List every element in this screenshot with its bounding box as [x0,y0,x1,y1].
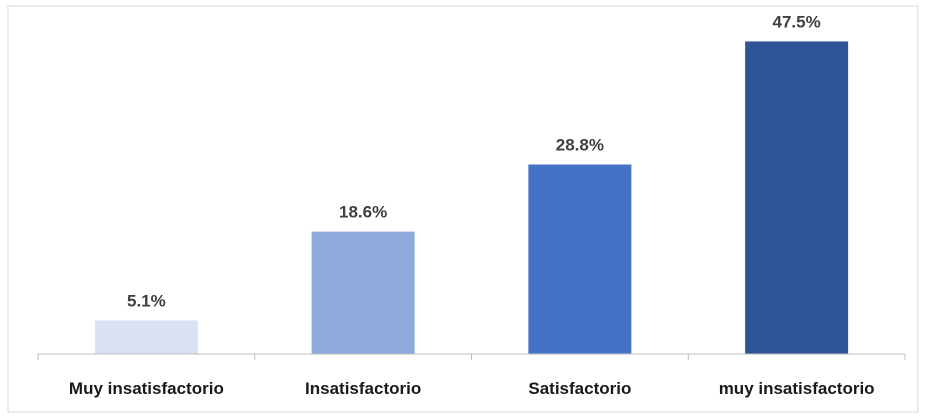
labels-layer: 5.1% Muy insatisfactorio 18.6% Insatisfacto… [69,12,875,398]
bars-layer [94,41,849,354]
plot-border [7,5,919,413]
data-label-2: 18.6% [339,203,387,222]
bar-3 [528,164,632,354]
category-label-3: Satisfactorio [528,379,631,398]
bar-2 [311,231,415,354]
data-label-3: 28.8% [556,135,604,154]
bar-4 [745,41,849,354]
category-label-1: Muy insatisfactorio [69,379,224,398]
ticks-layer [37,354,906,360]
category-label-4: muy insatisfactorio [719,379,875,398]
data-label-1: 5.1% [127,291,166,310]
bar-1 [94,320,198,354]
data-label-4: 47.5% [773,12,821,31]
category-label-2: Insatisfactorio [305,379,421,398]
